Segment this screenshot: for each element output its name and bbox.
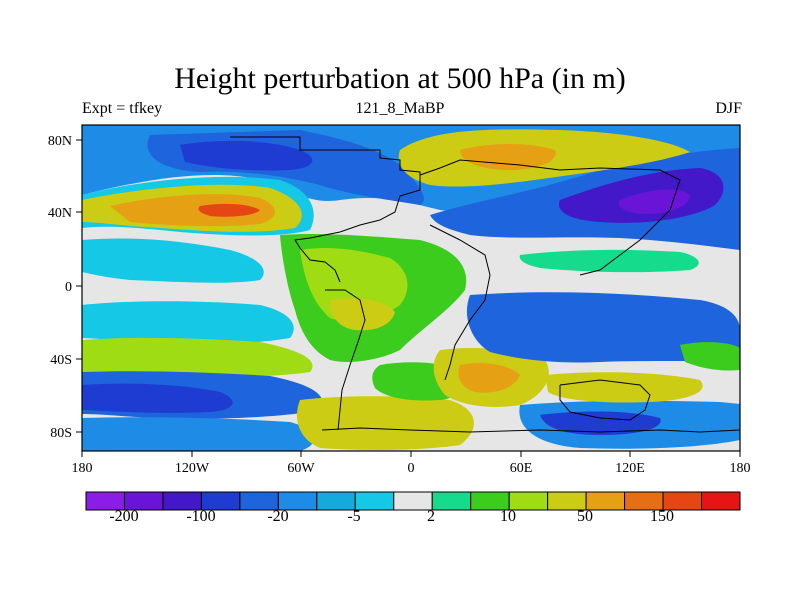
colorbar-label: -20	[267, 508, 289, 525]
contour-tropics-yellow	[330, 298, 395, 331]
contour-south-blue-2	[82, 383, 233, 413]
tick-labels: 180 120W 60W 0 60E 120E 180 80N 40N 0 40…	[48, 134, 751, 476]
colorbar-label: 2	[427, 508, 435, 525]
contour-field	[82, 125, 740, 451]
lat-label: 80N	[48, 134, 72, 149]
lon-label: 180	[72, 461, 93, 476]
lat-label: 0	[65, 280, 72, 295]
contour-south-cyan-2	[82, 417, 314, 451]
colorbar-label: -100	[186, 508, 216, 525]
lat-label: 40S	[50, 353, 72, 368]
contour-seast-yellow	[545, 372, 703, 403]
coast-australia	[559, 379, 651, 421]
lon-label: 60W	[287, 461, 315, 476]
season-label: DJF	[715, 100, 742, 117]
colorbar-label: 150	[650, 508, 674, 525]
colorbar-label: -200	[109, 508, 139, 525]
contour-tropics-lightgreen	[300, 247, 408, 322]
contour-sindian-orange	[458, 363, 520, 393]
contour-north-darkblue	[180, 140, 313, 171]
coast-eurasia	[419, 159, 681, 276]
experiment-label: Expt = tfkey	[82, 100, 163, 117]
lat-label: 80S	[50, 426, 72, 441]
contour-south-lightgreen	[82, 337, 313, 378]
case-label: 121_8_MaBP	[355, 100, 445, 117]
contour-northeast-violet	[618, 189, 690, 215]
contour-seast-green	[680, 342, 740, 371]
lon-label: 120E	[615, 461, 645, 476]
contour-npac-orange	[110, 194, 275, 227]
contour-westpac-green	[519, 249, 699, 273]
coast-south-america	[325, 289, 366, 431]
plot-title: Height perturbation at 500 hPa (in m)	[174, 62, 626, 95]
coast-africa	[429, 224, 491, 381]
contour-npac-red	[198, 203, 260, 217]
colorbar-label: 50	[577, 508, 593, 525]
lon-label: 60E	[510, 461, 533, 476]
lon-label: 180	[730, 461, 751, 476]
lon-label: 0	[408, 461, 415, 476]
contour-southpole-yellow	[296, 396, 474, 450]
colorbar	[85, 491, 741, 511]
lat-label: 40N	[48, 206, 72, 221]
lon-label: 120W	[175, 461, 210, 476]
contour-arctic-orange	[460, 144, 556, 170]
contour-eastpac-lightblue	[82, 238, 264, 283]
colorbar-label: 10	[500, 508, 516, 525]
coast-antarctica	[321, 427, 740, 433]
coast-north-america	[230, 136, 421, 283]
contour-seast-darkblue	[540, 411, 661, 435]
coastlines	[230, 136, 740, 433]
contour-seast-blue	[466, 292, 740, 363]
colorbar-label: -5	[347, 508, 361, 525]
contour-south-cyan	[82, 301, 294, 344]
colorbar-swatch	[701, 491, 741, 511]
map-ticks	[76, 139, 741, 457]
